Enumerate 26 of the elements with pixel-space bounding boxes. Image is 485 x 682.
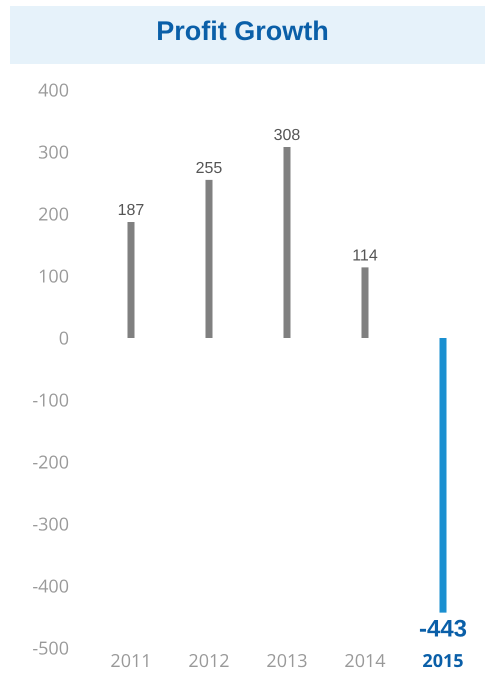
x-tick-label: 2014 bbox=[344, 649, 386, 673]
bar bbox=[127, 222, 135, 338]
x-tick-label: 2015 bbox=[422, 649, 464, 673]
bar bbox=[283, 147, 291, 338]
data-label: 308 bbox=[274, 127, 300, 144]
bar bbox=[361, 267, 369, 338]
bar bbox=[439, 338, 447, 613]
y-tick-label: 200 bbox=[38, 202, 69, 226]
data-label: 255 bbox=[196, 160, 222, 177]
x-tick-label: 2013 bbox=[266, 649, 308, 673]
y-tick-label: -400 bbox=[32, 574, 69, 598]
y-tick-label: -500 bbox=[32, 636, 69, 660]
x-tick-label: 2012 bbox=[188, 649, 230, 673]
y-tick-label: 400 bbox=[38, 78, 69, 102]
y-tick-label: 300 bbox=[38, 140, 69, 164]
data-label: 114 bbox=[352, 247, 378, 264]
y-tick-label: -200 bbox=[32, 450, 69, 474]
y-tick-label: 0 bbox=[58, 326, 69, 350]
x-tick-label: 2011 bbox=[110, 649, 152, 673]
data-label: -443 bbox=[418, 616, 468, 643]
data-label: 187 bbox=[118, 202, 144, 220]
bar bbox=[205, 180, 213, 338]
chart-title: Profit Growth bbox=[156, 16, 329, 46]
y-tick-label: 100 bbox=[38, 264, 69, 288]
y-tick-label: -100 bbox=[32, 388, 69, 412]
y-tick-label: -300 bbox=[32, 512, 69, 536]
